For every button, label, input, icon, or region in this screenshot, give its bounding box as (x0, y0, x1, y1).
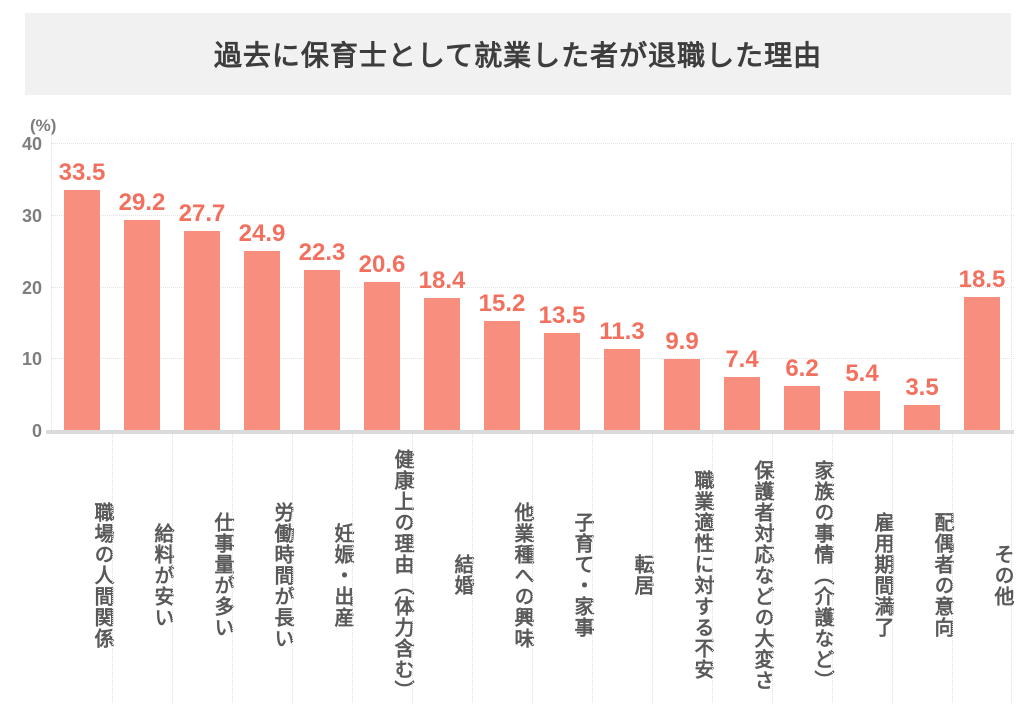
bar (724, 377, 760, 430)
category-separator (232, 434, 233, 703)
bar-value-label: 20.6 (358, 251, 406, 278)
y-tick-label-0: 0 (31, 421, 42, 441)
bar-value-label: 24.9 (238, 220, 286, 247)
bar-value-label: 18.5 (958, 266, 1006, 293)
gridline-40 (52, 143, 1014, 144)
category-separator (592, 434, 593, 703)
gridline-30 (52, 215, 1014, 216)
category-label: 雇用期間満了 (871, 512, 893, 638)
bar (244, 251, 280, 430)
category-label: 労働時間が長い (271, 501, 293, 649)
category-separator (412, 434, 413, 703)
bar-value-label: 22.3 (298, 239, 346, 266)
bar (484, 321, 520, 430)
y-tick-label-10: 10 (21, 349, 42, 369)
category-label: 健康上の理由（体力含む） (391, 449, 413, 701)
bar (184, 231, 220, 430)
y-tick-label-30: 30 (21, 206, 42, 226)
bar (544, 333, 580, 430)
category-separator (772, 434, 773, 703)
chart-title-banner: 過去に保育士として就業した者が退職した理由 (25, 13, 1011, 95)
category-separator (292, 434, 293, 703)
gridline-10 (52, 358, 1014, 359)
chart-title: 過去に保育士として就業した者が退職した理由 (213, 40, 823, 71)
category-separator (952, 434, 953, 703)
category-label: 仕事量が多い (211, 512, 233, 638)
category-separator (652, 434, 653, 703)
bar-value-label: 15.2 (478, 290, 526, 317)
gridline-20 (52, 287, 1014, 288)
bar (424, 298, 460, 430)
bar-value-label: 6.2 (785, 355, 819, 382)
y-tick-label-20: 20 (21, 278, 42, 298)
bar-value-label: 18.4 (418, 267, 466, 294)
bar (364, 282, 400, 430)
bar-value-label: 5.4 (845, 360, 879, 387)
category-label: 結婚 (451, 554, 473, 596)
category-separator (472, 434, 473, 703)
x-axis-baseline (46, 430, 1014, 434)
bar (844, 391, 880, 430)
category-label: その他 (991, 543, 1013, 607)
bar (304, 270, 340, 430)
bar (964, 297, 1000, 430)
bar-value-label: 29.2 (118, 189, 166, 216)
category-label: 家族の事情（介護など） (811, 459, 833, 691)
category-separator (892, 434, 893, 703)
bar (784, 386, 820, 430)
category-separator (112, 434, 113, 703)
category-separator (532, 434, 533, 703)
category-separator (352, 434, 353, 703)
y-axis-line (51, 132, 52, 430)
bar (64, 190, 100, 430)
category-label: 保護者対応などの大変さ (751, 459, 773, 691)
category-label: 職業適性に対する不安 (691, 470, 713, 680)
category-separator (712, 434, 713, 703)
category-label: 転居 (631, 554, 653, 596)
bar-value-label: 13.5 (538, 302, 586, 329)
bar-value-label: 27.7 (178, 200, 226, 227)
category-label: 職場の人間関係 (91, 501, 113, 649)
category-separator (172, 434, 173, 703)
category-label: 妊娠・出産 (331, 522, 353, 628)
category-label: 子育て・家事 (571, 512, 593, 638)
bar (904, 405, 940, 430)
category-label: 給料が安い (151, 522, 173, 628)
y-tick-label-40: 40 (21, 134, 42, 154)
bar-value-label: 33.5 (58, 159, 106, 186)
plot-right-border (1011, 143, 1012, 703)
bar-value-label: 3.5 (905, 374, 939, 401)
category-label: 他業種への興味 (511, 501, 533, 649)
bar (664, 359, 700, 430)
category-separator (832, 434, 833, 703)
bar-value-label: 7.4 (725, 346, 759, 373)
bar-value-label: 9.9 (665, 328, 699, 355)
category-label: 配偶者の意向 (931, 512, 953, 638)
bar (604, 349, 640, 430)
y-axis-unit-label: (%) (30, 116, 57, 135)
bar-value-label: 11.3 (599, 318, 645, 345)
bar (124, 220, 160, 430)
